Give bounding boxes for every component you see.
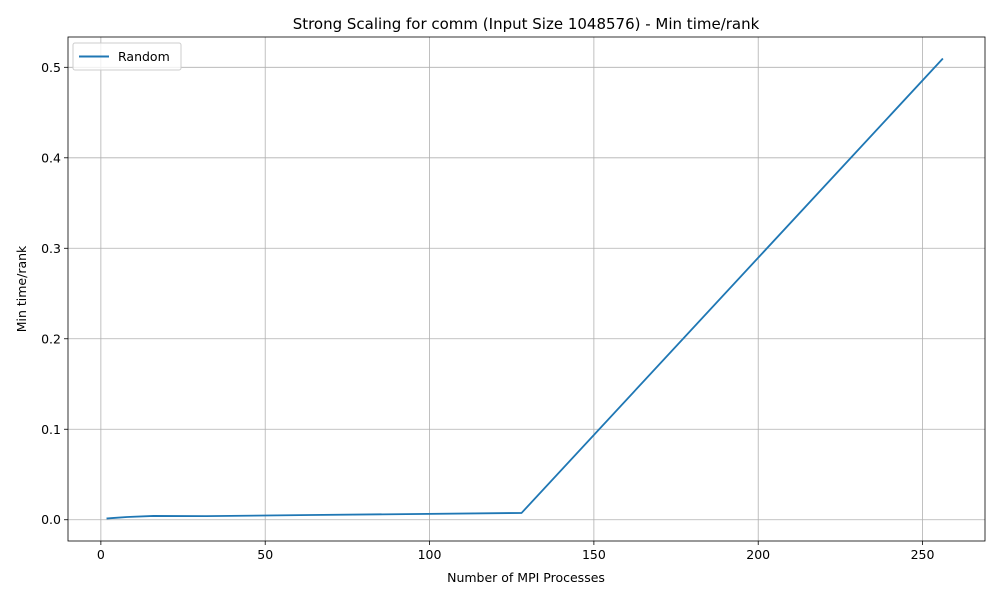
y-tick-label: 0.5	[41, 60, 61, 75]
y-tick-label: 0.3	[41, 241, 61, 256]
y-tick-label: 0.1	[41, 422, 61, 437]
series-line-random	[106, 57, 944, 520]
x-axis-label: Number of MPI Processes	[447, 570, 605, 585]
plot-frame	[67, 36, 986, 542]
y-axis-label: Min time/rank	[14, 245, 29, 332]
chart-title: Strong Scaling for comm (Input Size 1048…	[293, 15, 760, 33]
axis-ticks: 0 50 100 150 200 250 0.0 0.1 0.2 0.3 0.4 0.5	[41, 60, 934, 562]
x-tick-label: 250	[911, 547, 935, 562]
legend-box	[72, 42, 182, 71]
x-tick-label: 0	[97, 547, 105, 562]
x-tick-label: 100	[418, 547, 442, 562]
x-tick-label: 50	[257, 547, 273, 562]
legend: Random	[72, 42, 182, 71]
legend-label-random: Random	[118, 49, 170, 64]
y-tick-label: 0.2	[41, 331, 61, 346]
x-tick-label: 150	[582, 547, 606, 562]
x-tick-label: 200	[746, 547, 770, 562]
grid	[68, 37, 985, 541]
y-tick-label: 0.0	[41, 512, 61, 527]
y-tick-label: 0.4	[41, 150, 61, 165]
series-layer	[106, 57, 944, 520]
